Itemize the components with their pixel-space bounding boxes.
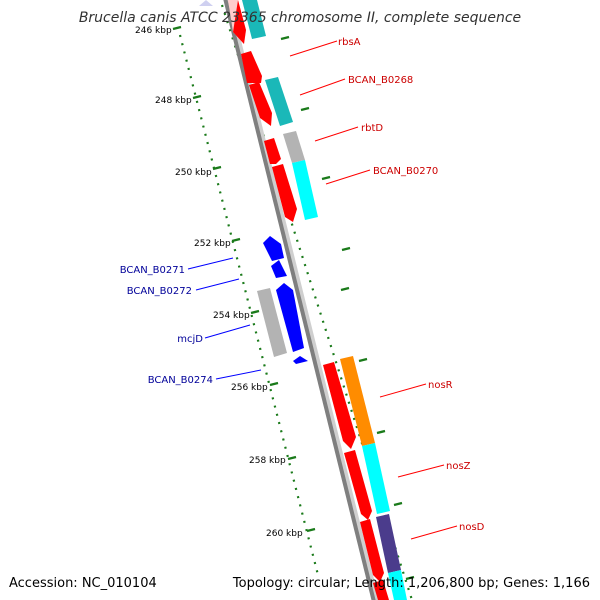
major-tick <box>269 381 279 387</box>
map-title: Brucella canis ATCC 23365 chromosome II,… <box>79 10 521 26</box>
genome-stats-text: Topology: circular; Length: 1,206,800 bp… <box>232 576 590 591</box>
connector-rbtD <box>314 126 359 142</box>
gene-arrow-red-7 <box>344 450 372 520</box>
cog-box-gray-2 <box>257 288 287 357</box>
inner-tick <box>321 175 331 181</box>
gene-arrow-red-4 <box>264 138 281 164</box>
gene-label-rbsA: rbsA <box>338 37 361 48</box>
gene-label-rbtD: rbtD <box>361 123 383 134</box>
inner-tick <box>300 106 310 112</box>
gene-arrow-red-3 <box>249 82 272 126</box>
connector-BCAN_B0274 <box>215 369 262 380</box>
kbp-label: 254 kbp <box>213 311 250 321</box>
gene-arrow-blue-2 <box>271 260 287 278</box>
connector-mcjD <box>204 324 251 339</box>
map-plot: 246 kbp 248 kbp 250 kbp 252 kbp 254 kbp … <box>120 0 485 600</box>
connector-nosZ <box>397 464 445 478</box>
gene-label-mcjD: mcjD <box>177 334 203 345</box>
major-tick <box>306 527 316 533</box>
connector-BCAN_B0270 <box>325 169 371 185</box>
gene-label-nosD: nosD <box>459 522 485 533</box>
gene-label-BCAN_B0268: BCAN_B0268 <box>348 75 413 86</box>
kbp-label: 258 kbp <box>249 456 286 466</box>
cog-box-cyan-4 <box>362 443 390 514</box>
gene-label-BCAN_B0270: BCAN_B0270 <box>373 166 438 177</box>
gene-arrow-blue-1 <box>263 236 284 261</box>
inner-track-ticks <box>280 35 415 581</box>
gene-arrow-red-5 <box>272 164 297 222</box>
connector-BCAN_B0268 <box>299 78 346 96</box>
gene-arrow-blue-3 <box>276 283 304 352</box>
kbp-label: 250 kbp <box>175 168 212 178</box>
inner-tick <box>358 357 368 363</box>
gene-label-BCAN_B0272: BCAN_B0272 <box>127 286 192 297</box>
gene-arrow-red-1 <box>233 0 246 44</box>
connector-rbsA <box>289 40 338 57</box>
major-tick <box>250 309 260 315</box>
kbp-label: 248 kbp <box>155 96 192 106</box>
gene-arrow-red-2 <box>241 51 262 83</box>
connector-BCAN_B0272 <box>195 278 240 291</box>
inner-tick <box>340 286 350 292</box>
cog-box-cyan-1 <box>242 0 266 39</box>
gene-arrow-red-8 <box>360 519 384 582</box>
gene-label-BCAN_B0271: BCAN_B0271 <box>120 265 185 276</box>
cog-box-cyan-3 <box>292 160 318 220</box>
major-tick <box>231 237 241 243</box>
connector-nosD <box>410 525 458 540</box>
kbp-label: 246 kbp <box>135 26 172 36</box>
inner-tick <box>280 35 290 41</box>
cog-box-cyan-2 <box>265 77 293 126</box>
gene-partial-feature <box>199 0 213 6</box>
accession-text: Accession: NC_010104 <box>9 576 157 591</box>
inner-tick <box>405 575 415 581</box>
cog-box-purple <box>376 514 401 573</box>
major-tick <box>172 25 182 31</box>
connector-BCAN_B0271 <box>187 257 234 270</box>
gene-label-nosR: nosR <box>428 380 453 391</box>
backbone-line <box>223 0 376 600</box>
major-tick <box>212 165 222 171</box>
connector-nosR <box>379 383 427 398</box>
major-tick <box>287 455 297 461</box>
gene-arrow-red-6 <box>323 362 356 449</box>
outer-dotted-track <box>178 34 320 576</box>
cog-box-gray-1 <box>283 131 305 163</box>
inner-tick <box>376 429 386 435</box>
inner-tick <box>341 246 351 252</box>
inner-tick <box>393 501 403 507</box>
kbp-label: 256 kbp <box>231 383 268 393</box>
cog-box-cyan-5 <box>388 570 407 600</box>
kbp-label: 252 kbp <box>194 239 231 249</box>
gene-arrow-blue-4 <box>293 356 308 364</box>
major-tick <box>192 94 202 100</box>
gene-label-nosZ: nosZ <box>446 461 471 472</box>
kbp-label: 260 kbp <box>266 529 303 539</box>
cog-box-orange <box>340 356 375 446</box>
gene-arrow-red-9 <box>373 580 389 600</box>
major-ticks <box>172 25 316 533</box>
gene-label-BCAN_B0274: BCAN_B0274 <box>148 375 213 386</box>
